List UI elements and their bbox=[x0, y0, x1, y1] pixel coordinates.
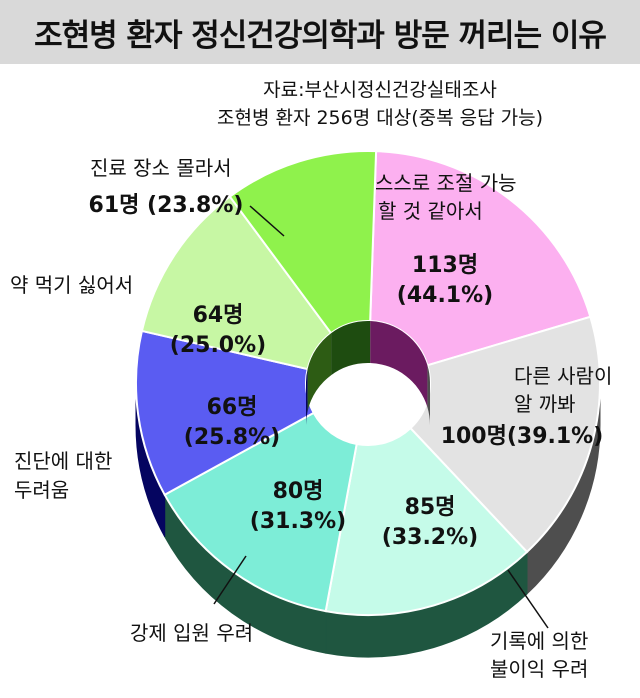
value-label-1b: (44.1%) bbox=[397, 283, 493, 308]
category-label-7: 진료 장소 몰라서 bbox=[90, 156, 232, 180]
category-label-3a: 기록에 의한 bbox=[490, 629, 588, 653]
value-label-2: 100명(39.1%) bbox=[441, 424, 604, 449]
slice-4 bbox=[163, 411, 358, 613]
hole-wall-7-0 bbox=[331, 321, 371, 376]
category-label-1a: 스스로 조절 가능 bbox=[375, 171, 517, 195]
value-label-3b: (33.2%) bbox=[382, 525, 478, 550]
category-label-2a: 다른 사람이 bbox=[514, 364, 612, 388]
leader-line-2 bbox=[213, 555, 247, 605]
leader-line-3 bbox=[507, 569, 549, 629]
category-label-5a: 진단에 대한 bbox=[14, 449, 112, 473]
chart-meta: 자료:부산시정신건강실태조사 조현병 환자 256명 대상(중복 응답 가능) bbox=[130, 76, 630, 132]
respondents-note: 조현병 환자 256명 대상(중복 응답 가능) bbox=[216, 107, 543, 129]
value-label-1: 113명 bbox=[412, 253, 478, 278]
category-label-6: 약 먹기 싫어서 bbox=[10, 273, 133, 297]
value-label-5b: (25.8%) bbox=[184, 425, 280, 450]
hole-wall-6-0 bbox=[307, 333, 332, 412]
value-label-7: 61명 (23.8%) bbox=[89, 193, 244, 218]
leader-line-1 bbox=[249, 205, 285, 237]
hole-wall-5-0 bbox=[306, 369, 308, 425]
source-note: 자료:부산시정신건강실태조사 bbox=[263, 79, 497, 101]
category-label-2b: 알 까봐 bbox=[514, 392, 576, 416]
leader-lines bbox=[213, 205, 549, 629]
chart-title: 조현병 환자 정신건강의학과 방문 꺼리는 이유 bbox=[0, 0, 640, 64]
value-label-4b: (31.3%) bbox=[250, 509, 346, 534]
value-label-5: 66명 bbox=[207, 395, 258, 420]
hole-wall-1-0 bbox=[370, 321, 428, 408]
slice-3 bbox=[324, 426, 529, 616]
value-label-6b: (25.0%) bbox=[170, 333, 266, 358]
value-label-6: 64명 bbox=[193, 303, 244, 328]
category-label-3b: 불이익 우려 bbox=[490, 657, 588, 681]
hole-wall-2-0 bbox=[427, 365, 430, 425]
donut-slices bbox=[135, 150, 601, 616]
value-label-4: 80명 bbox=[273, 479, 324, 504]
value-label-3: 85명 bbox=[405, 495, 456, 520]
category-label-5b: 두려움 bbox=[14, 478, 69, 502]
category-label-4: 강제 입원 우려 bbox=[130, 621, 253, 645]
category-label-1b: 할 것 같아서 bbox=[378, 199, 483, 223]
